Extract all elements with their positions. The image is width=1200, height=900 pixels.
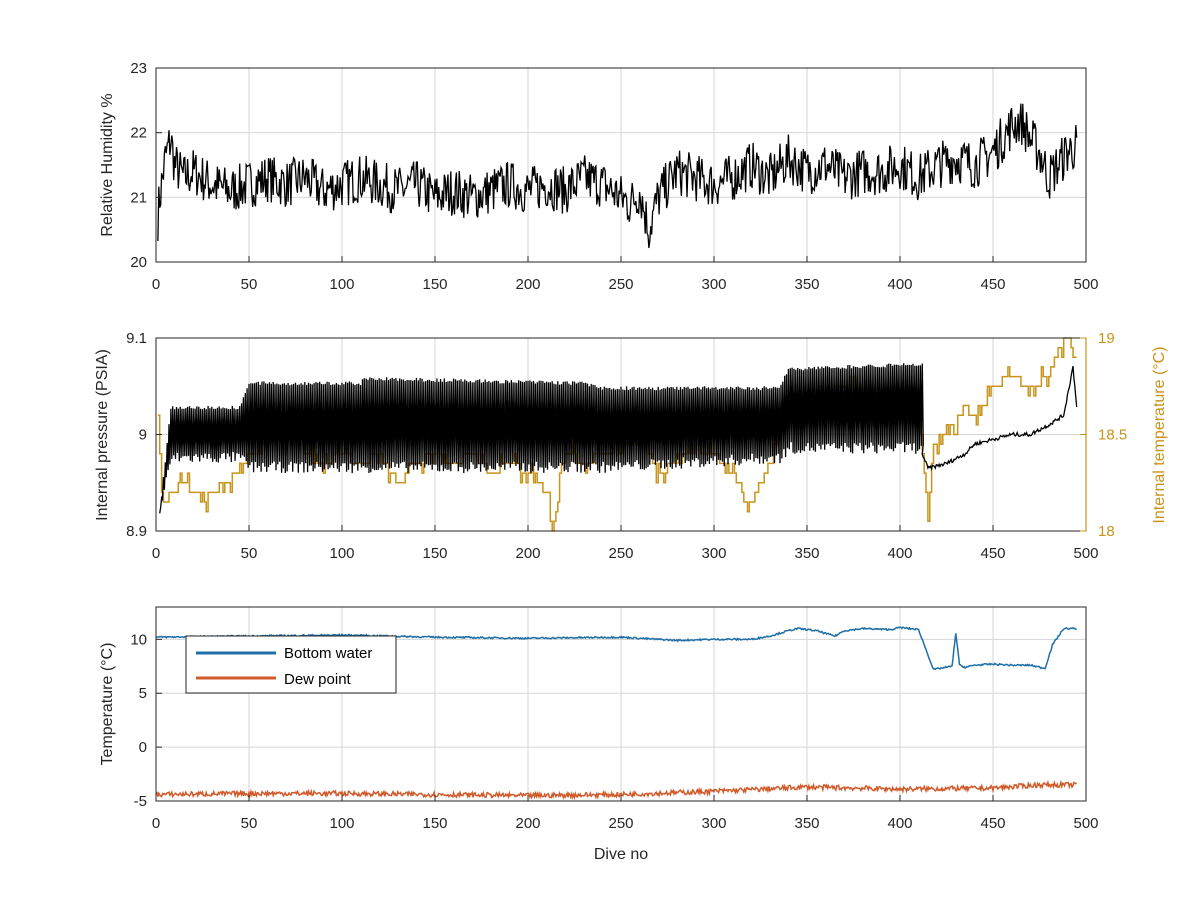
legend: Bottom water Dew point [185, 635, 397, 694]
x-tick-label: 0 [152, 815, 160, 832]
y2-tick-label: 19 [1098, 330, 1115, 347]
x-tick-label: 100 [329, 276, 354, 293]
x-ticks-temperature: 0 50 100 150 200 250 300 350 400 450 500 [152, 795, 1099, 832]
y-ticks-humidity: 20 21 22 23 [130, 60, 162, 271]
x-tick-label: 50 [241, 815, 258, 832]
x-tick-label: 0 [152, 545, 160, 562]
x-tick-label: 500 [1073, 276, 1098, 293]
x-tick-label: 350 [794, 545, 819, 562]
x-tick-label: 400 [887, 545, 912, 562]
y2-tick-label: 18 [1098, 523, 1115, 540]
x-tick-label: 250 [608, 815, 633, 832]
x-tick-label: 400 [887, 815, 912, 832]
x-tick-label: 250 [608, 276, 633, 293]
y-tick-label: 21 [130, 189, 147, 206]
x-tick-label: 250 [608, 545, 633, 562]
y-ticks-temperature: -5 0 5 10 [130, 631, 162, 810]
x-tick-label: 50 [241, 276, 258, 293]
x-tick-label: 500 [1073, 545, 1098, 562]
y-tick-label: 22 [130, 125, 147, 142]
x-tick-label: 300 [701, 276, 726, 293]
x-tick-label: 450 [980, 545, 1005, 562]
x-tick-label: 450 [980, 815, 1005, 832]
legend-label-bottom-water: Bottom water [284, 645, 372, 662]
series-internal-pressure [159, 363, 1078, 514]
x-tick-label: 200 [515, 276, 540, 293]
y-tick-label: 0 [139, 739, 147, 756]
legend-box [185, 635, 397, 694]
x-tick-label: 150 [422, 545, 447, 562]
y-tick-label: 5 [139, 685, 147, 702]
x-tick-label: 350 [794, 276, 819, 293]
x-tick-label: 150 [422, 815, 447, 832]
x-tick-label: 400 [887, 276, 912, 293]
panel-internal-pressure: 0 50 100 150 200 250 300 350 400 450 500 8.9 9 9.1 1… [94, 330, 1168, 562]
x-tick-label: 300 [701, 545, 726, 562]
y-tick-label: 20 [130, 254, 147, 271]
x-tick-label: 0 [152, 276, 160, 293]
x-tick-label: 450 [980, 276, 1005, 293]
y-tick-label: -5 [134, 793, 147, 810]
line-internal-pressure [159, 363, 1078, 514]
x-tick-label: 100 [329, 815, 354, 832]
legend-label-dew-point: Dew point [284, 671, 352, 688]
y-axis-label-temperature: Temperature (°C) [99, 643, 116, 766]
y-axis-label-humidity: Relative Humidity % [99, 93, 116, 236]
x-ticks-pressure: 0 50 100 150 200 250 300 350 400 450 500 [152, 525, 1099, 562]
y-axis-label-pressure: Internal pressure (PSIA) [94, 349, 111, 521]
x-tick-label: 200 [515, 545, 540, 562]
x-tick-label: 50 [241, 545, 258, 562]
series-relative-humidity [157, 103, 1078, 249]
x-tick-label: 150 [422, 276, 447, 293]
x-tick-label: 350 [794, 815, 819, 832]
panel-relative-humidity: 0 50 100 150 200 250 300 350 400 450 500 20212223 … [99, 60, 1099, 293]
line-dew-point [155, 779, 1078, 801]
y-tick-label: 23 [130, 60, 147, 77]
x-axis-label-dive-no: Dive no [594, 846, 648, 863]
line-relative-humidity [157, 103, 1078, 249]
x-tick-label: 500 [1073, 815, 1098, 832]
y-tick-label: 9 [139, 427, 147, 444]
x-tick-label: 100 [329, 545, 354, 562]
y2-ticks-temperature: 18 18.5 19 [1080, 330, 1127, 540]
y-tick-label: 8.9 [126, 523, 147, 540]
y-tick-label: 9.1 [126, 330, 147, 347]
y2-axis-label-temperature: Internal temperature (°C) [1151, 346, 1168, 523]
y-ticks-pressure: 8.9 9 9.1 [126, 330, 162, 540]
x-tick-label: 300 [701, 815, 726, 832]
y-tick-label: 10 [130, 631, 147, 648]
x-tick-label: 200 [515, 815, 540, 832]
panel-temperature: 0 50 100 150 200 250 300 350 400 450 500 -5 0 5 10 Te… [99, 606, 1099, 863]
y2-tick-label: 18.5 [1098, 427, 1127, 444]
x-ticks-humidity: 0 50 100 150 200 250 300 350 400 450 500 [152, 256, 1099, 293]
